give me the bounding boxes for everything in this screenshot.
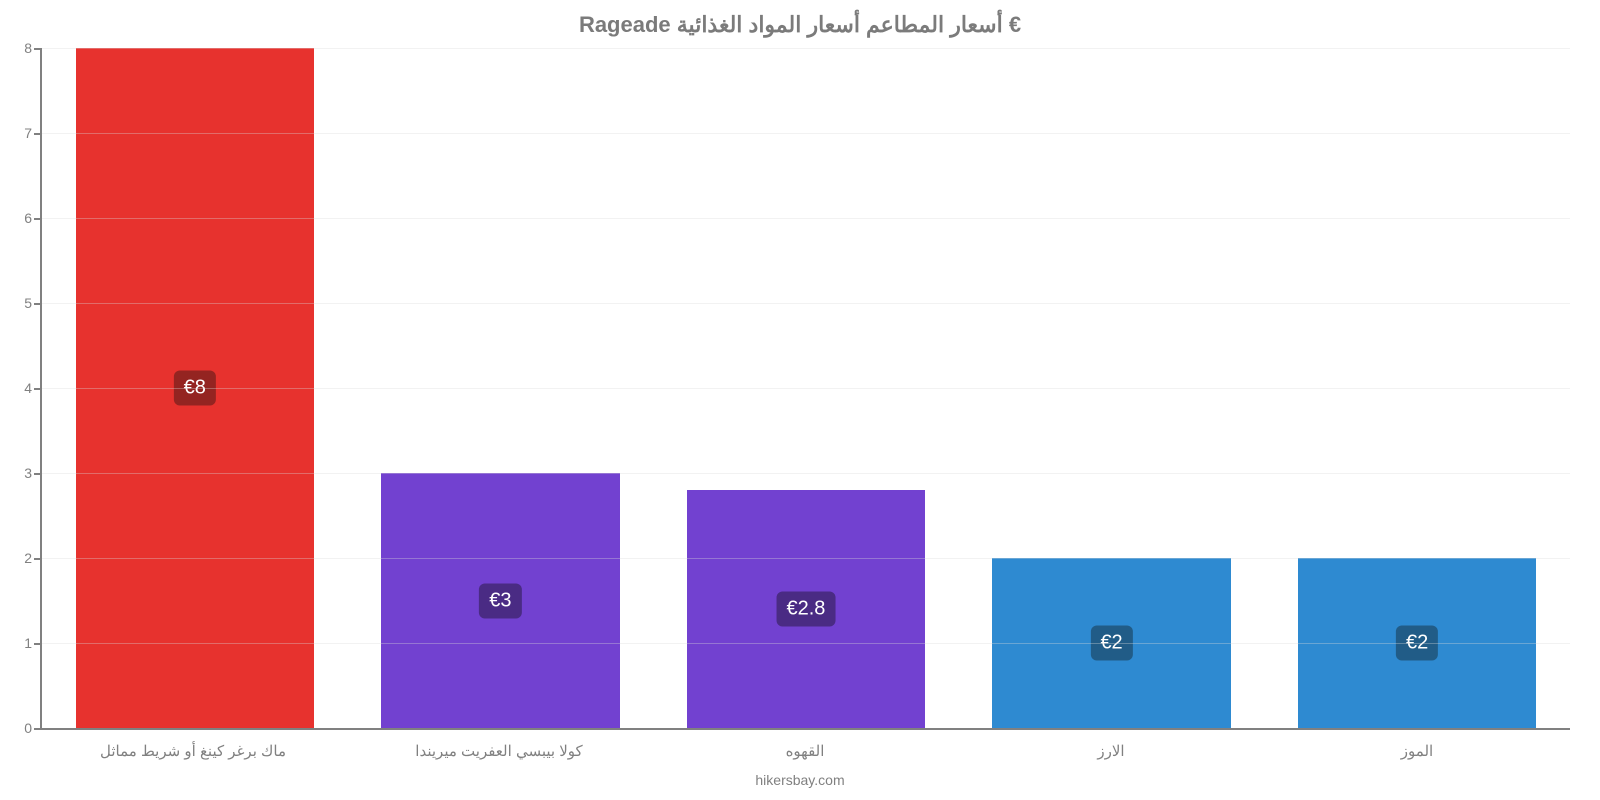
x-axis-category-label: الارز xyxy=(958,742,1264,760)
x-axis-category-label: القهوه xyxy=(652,742,958,760)
gridline xyxy=(42,48,1570,49)
bar-value-label: €2.8 xyxy=(777,592,836,627)
source-caption: hikersbay.com xyxy=(0,772,1600,788)
ytick-label: 1 xyxy=(24,635,42,651)
gridline xyxy=(42,388,1570,389)
x-axis-category-label: كولا بيبسي العفريت ميريندا xyxy=(346,742,652,760)
bar-value-label: €3 xyxy=(479,583,521,618)
price-bar-chart: Rageade أسعار المطاعم أسعار المواد الغذا… xyxy=(0,0,1600,800)
bar: €2.8 xyxy=(687,490,925,728)
ytick-label: 6 xyxy=(24,210,42,226)
plot-area: €8€3€2.8€2€2 012345678 xyxy=(40,48,1570,730)
ytick-label: 4 xyxy=(24,380,42,396)
gridline xyxy=(42,218,1570,219)
gridline xyxy=(42,643,1570,644)
ytick-label: 3 xyxy=(24,465,42,481)
gridline xyxy=(42,558,1570,559)
ytick-label: 5 xyxy=(24,295,42,311)
ytick-label: 0 xyxy=(24,720,42,736)
ytick-label: 8 xyxy=(24,40,42,56)
bar: €3 xyxy=(381,473,619,728)
x-axis-category-label: الموز xyxy=(1264,742,1570,760)
bar-value-label-wrap: €2.8 xyxy=(777,592,836,627)
gridline xyxy=(42,133,1570,134)
ytick-label: 7 xyxy=(24,125,42,141)
x-axis-labels: ماك برغر كينغ أو شريط مماثلكولا بيبسي ال… xyxy=(40,742,1570,760)
x-axis-category-label: ماك برغر كينغ أو شريط مماثل xyxy=(40,742,346,760)
gridline xyxy=(42,473,1570,474)
bar-value-label-wrap: €3 xyxy=(479,583,521,618)
ytick-label: 2 xyxy=(24,550,42,566)
chart-title: Rageade أسعار المطاعم أسعار المواد الغذا… xyxy=(0,12,1600,38)
gridline xyxy=(42,303,1570,304)
